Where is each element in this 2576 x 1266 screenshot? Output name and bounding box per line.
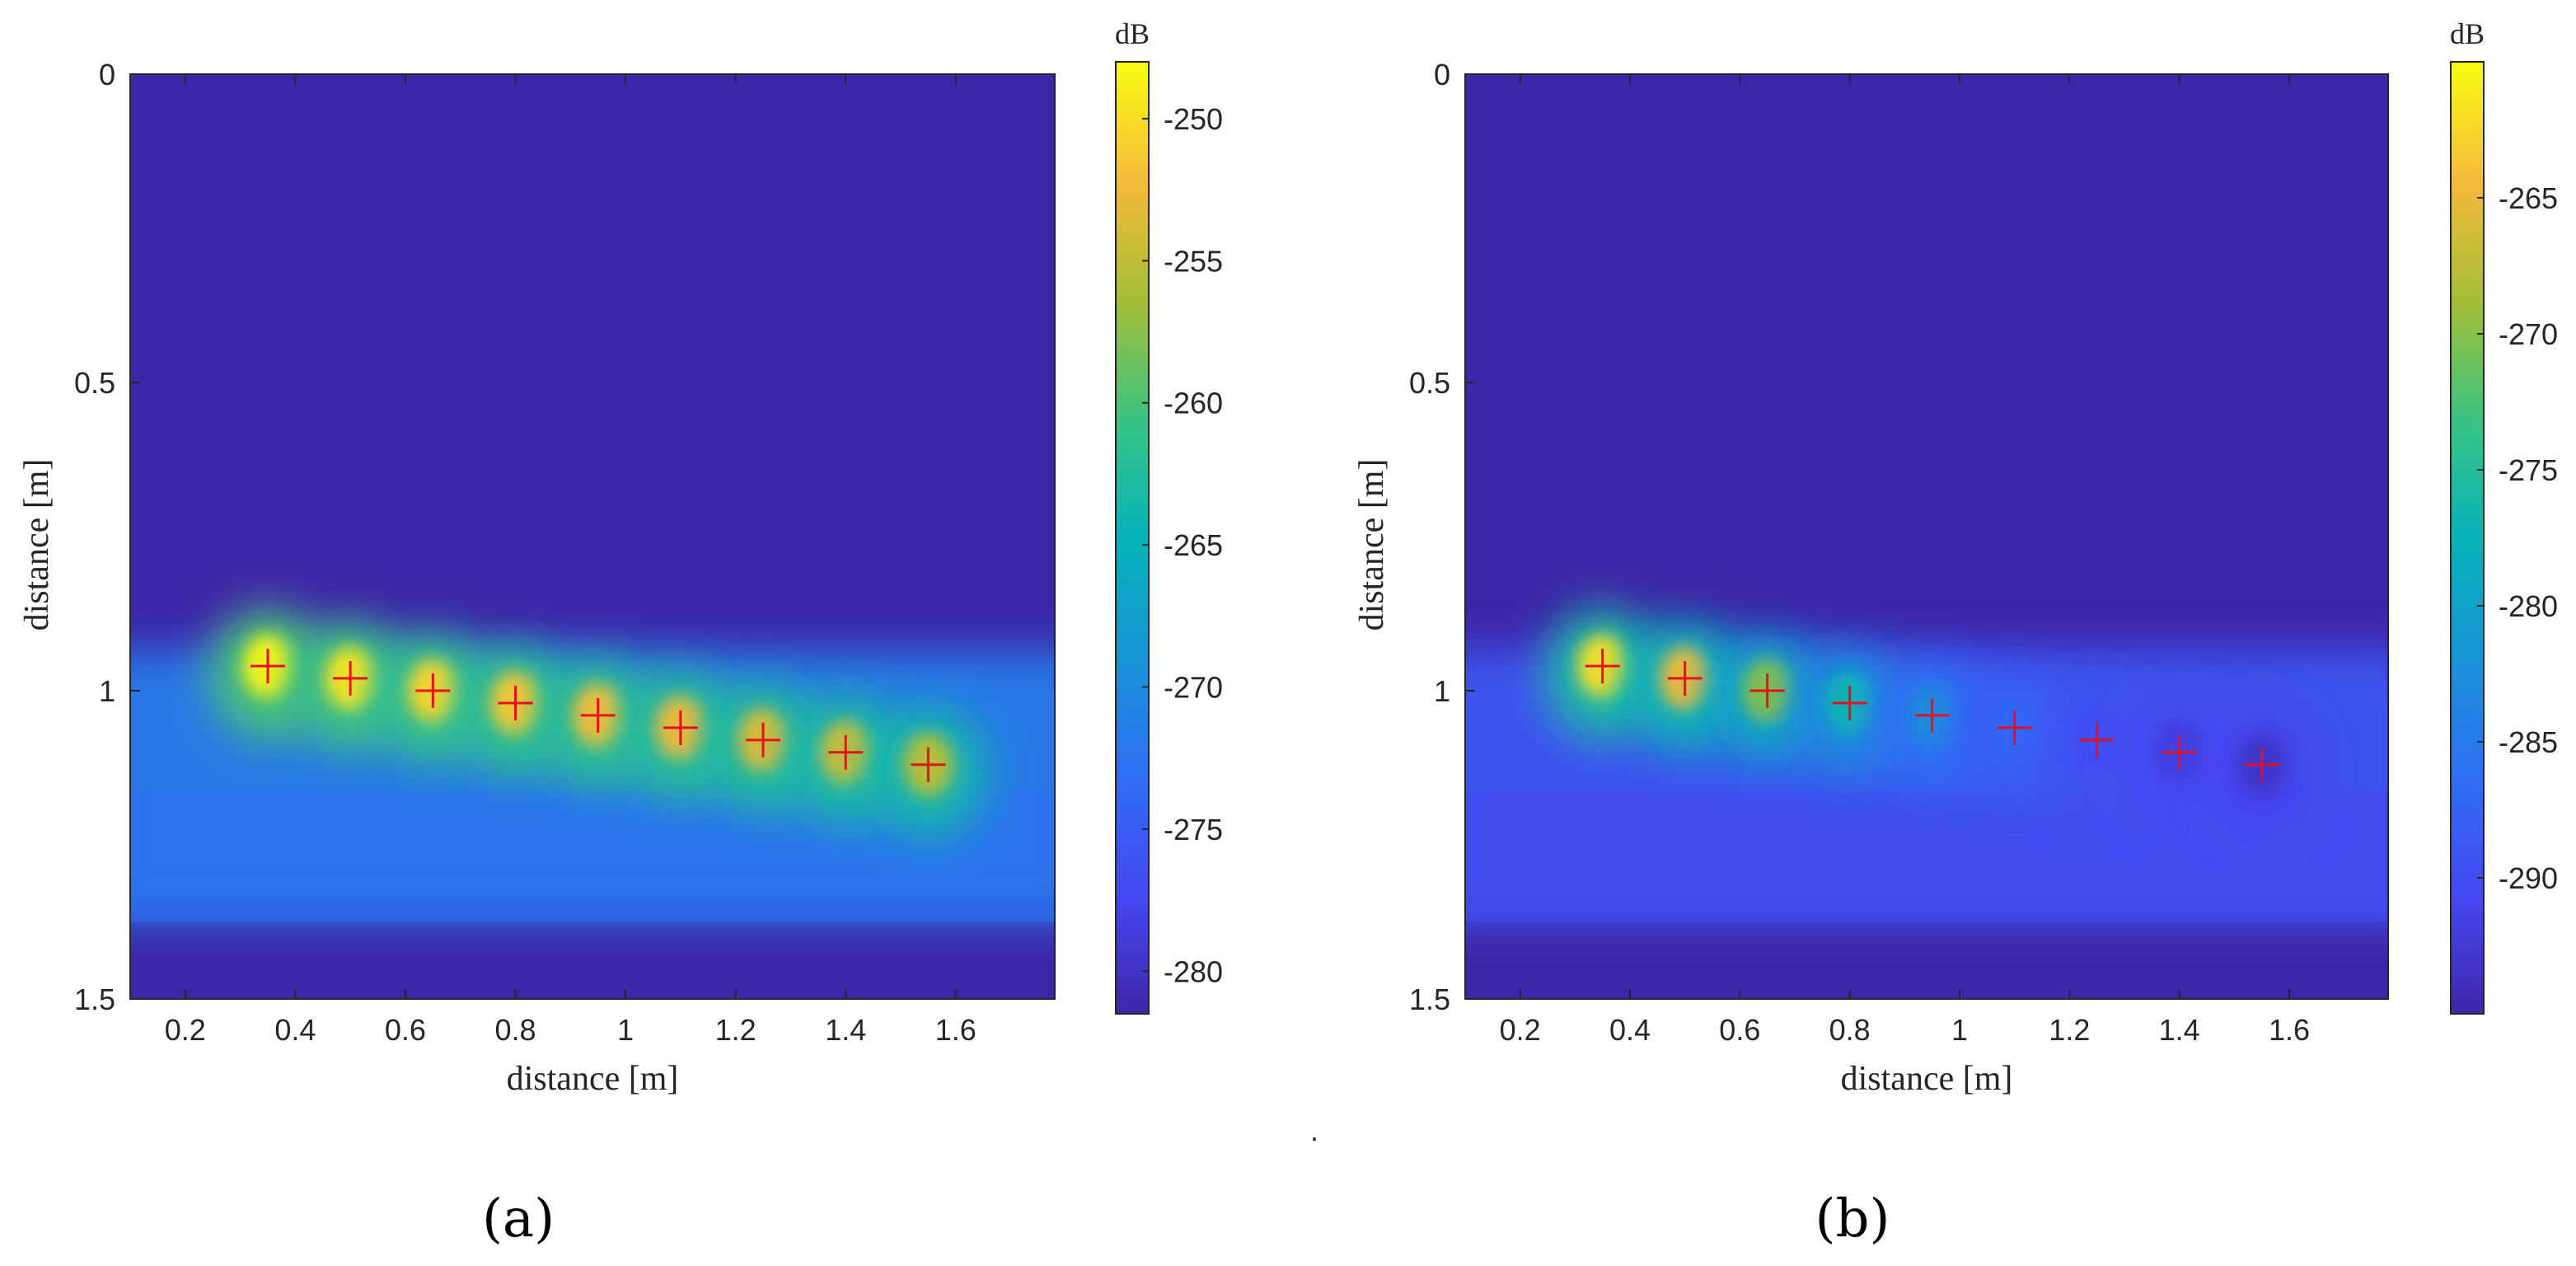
panel-label: (a) bbox=[482, 1189, 555, 1250]
colorbar-tick-label: -275 bbox=[1164, 813, 1223, 846]
colorbar-tick-label: -275 bbox=[2499, 453, 2558, 487]
colorbar-tick-label: -285 bbox=[2499, 725, 2558, 759]
marker-cross bbox=[333, 661, 368, 696]
colorbar-tick-label: -290 bbox=[2499, 861, 2558, 895]
marker-cross bbox=[828, 734, 864, 770]
stray-mark: . bbox=[1310, 1114, 1318, 1147]
y-tick-label: 1.5 bbox=[1409, 982, 1450, 1016]
x-tick-label: 1 bbox=[617, 1013, 634, 1047]
colorbar-tick-label: -280 bbox=[1164, 954, 1223, 988]
x-tick-label: 0.8 bbox=[1829, 1013, 1871, 1047]
marker-cross bbox=[250, 649, 285, 684]
colorbar bbox=[1115, 61, 1150, 1015]
panel-b: 0.2 0.4 0.6 0.8 1 1.2 1.4 1.6 0 0.5 1 1.5 distance [… bbox=[1353, 17, 2558, 1250]
marker-cross bbox=[1585, 649, 1620, 684]
y-tick-label: 1 bbox=[99, 674, 115, 708]
colorbar-tick-label: -260 bbox=[1164, 387, 1223, 420]
marker-cross bbox=[663, 710, 698, 745]
colorbar-tick-label: -280 bbox=[2499, 589, 2558, 623]
x-tick-label: 1.2 bbox=[715, 1013, 756, 1047]
y-tick-label: 0 bbox=[1434, 58, 1450, 91]
colorbar-tick-label: -255 bbox=[1164, 244, 1223, 278]
plot-frame bbox=[1464, 73, 2389, 1000]
colorbar-tick-label: -270 bbox=[2499, 317, 2558, 351]
marker-cross bbox=[415, 673, 451, 708]
x-axis-label: distance [m] bbox=[1841, 1060, 2013, 1098]
x-tick-label: 1.4 bbox=[2159, 1013, 2200, 1047]
colorbar-unit: dB bbox=[1115, 17, 1150, 50]
x-tick-label: 1.4 bbox=[825, 1013, 866, 1047]
x-tick-label: 0.6 bbox=[1719, 1013, 1760, 1047]
y-tick-label: 0.5 bbox=[74, 366, 115, 400]
x-tick-label: 0.4 bbox=[1609, 1013, 1651, 1047]
marker-cross bbox=[2079, 722, 2115, 757]
colorbar-tick-label: -270 bbox=[1164, 671, 1223, 705]
marker-cross bbox=[2161, 734, 2197, 770]
y-tick-label: 1 bbox=[1434, 674, 1450, 708]
marker-cross bbox=[1749, 673, 1785, 708]
y-axis-label: distance [m] bbox=[1353, 459, 1391, 631]
marker-cross bbox=[2244, 747, 2279, 782]
colorbar-tick-label: -250 bbox=[1164, 102, 1223, 136]
x-tick-label: 0.6 bbox=[385, 1013, 426, 1047]
x-tick-label: 0.8 bbox=[494, 1013, 536, 1047]
x-tick-label: 1.2 bbox=[2049, 1013, 2090, 1047]
marker-cross bbox=[498, 685, 533, 720]
marker-cross bbox=[1914, 697, 1950, 733]
panel-a: 0.2 0.4 0.6 0.8 1 1.2 1.4 1.6 0 0.5 1 1.5 distance [… bbox=[18, 17, 1223, 1250]
x-tick-label: 0.2 bbox=[165, 1013, 206, 1047]
panel-label: (b) bbox=[1815, 1189, 1890, 1250]
y-tick-label: 0.5 bbox=[1409, 366, 1450, 400]
colorbar-unit: dB bbox=[2450, 17, 2485, 50]
marker-cross bbox=[1667, 661, 1703, 696]
marker-cross bbox=[580, 697, 616, 733]
marker-cross bbox=[911, 747, 946, 782]
y-axis-label: distance [m] bbox=[18, 459, 56, 631]
x-axis-label: distance [m] bbox=[507, 1060, 679, 1098]
x-tick-label: 1.6 bbox=[935, 1013, 977, 1047]
marker-cross bbox=[1832, 685, 1867, 720]
colorbar bbox=[2450, 61, 2485, 1015]
y-tick-label: 1.5 bbox=[74, 982, 115, 1016]
plot-frame bbox=[129, 73, 1056, 1000]
x-tick-label: 1.6 bbox=[2269, 1013, 2310, 1047]
x-tick-label: 0.2 bbox=[1500, 1013, 1541, 1047]
x-tick-label: 0.4 bbox=[274, 1013, 316, 1047]
marker-cross bbox=[746, 722, 781, 757]
colorbar-tick-label: -265 bbox=[1164, 528, 1223, 562]
x-tick-label: 1 bbox=[1951, 1013, 1968, 1047]
y-tick-label: 0 bbox=[99, 58, 115, 91]
colorbar-tick-label: -265 bbox=[2499, 181, 2558, 215]
marker-cross bbox=[1997, 710, 2032, 745]
